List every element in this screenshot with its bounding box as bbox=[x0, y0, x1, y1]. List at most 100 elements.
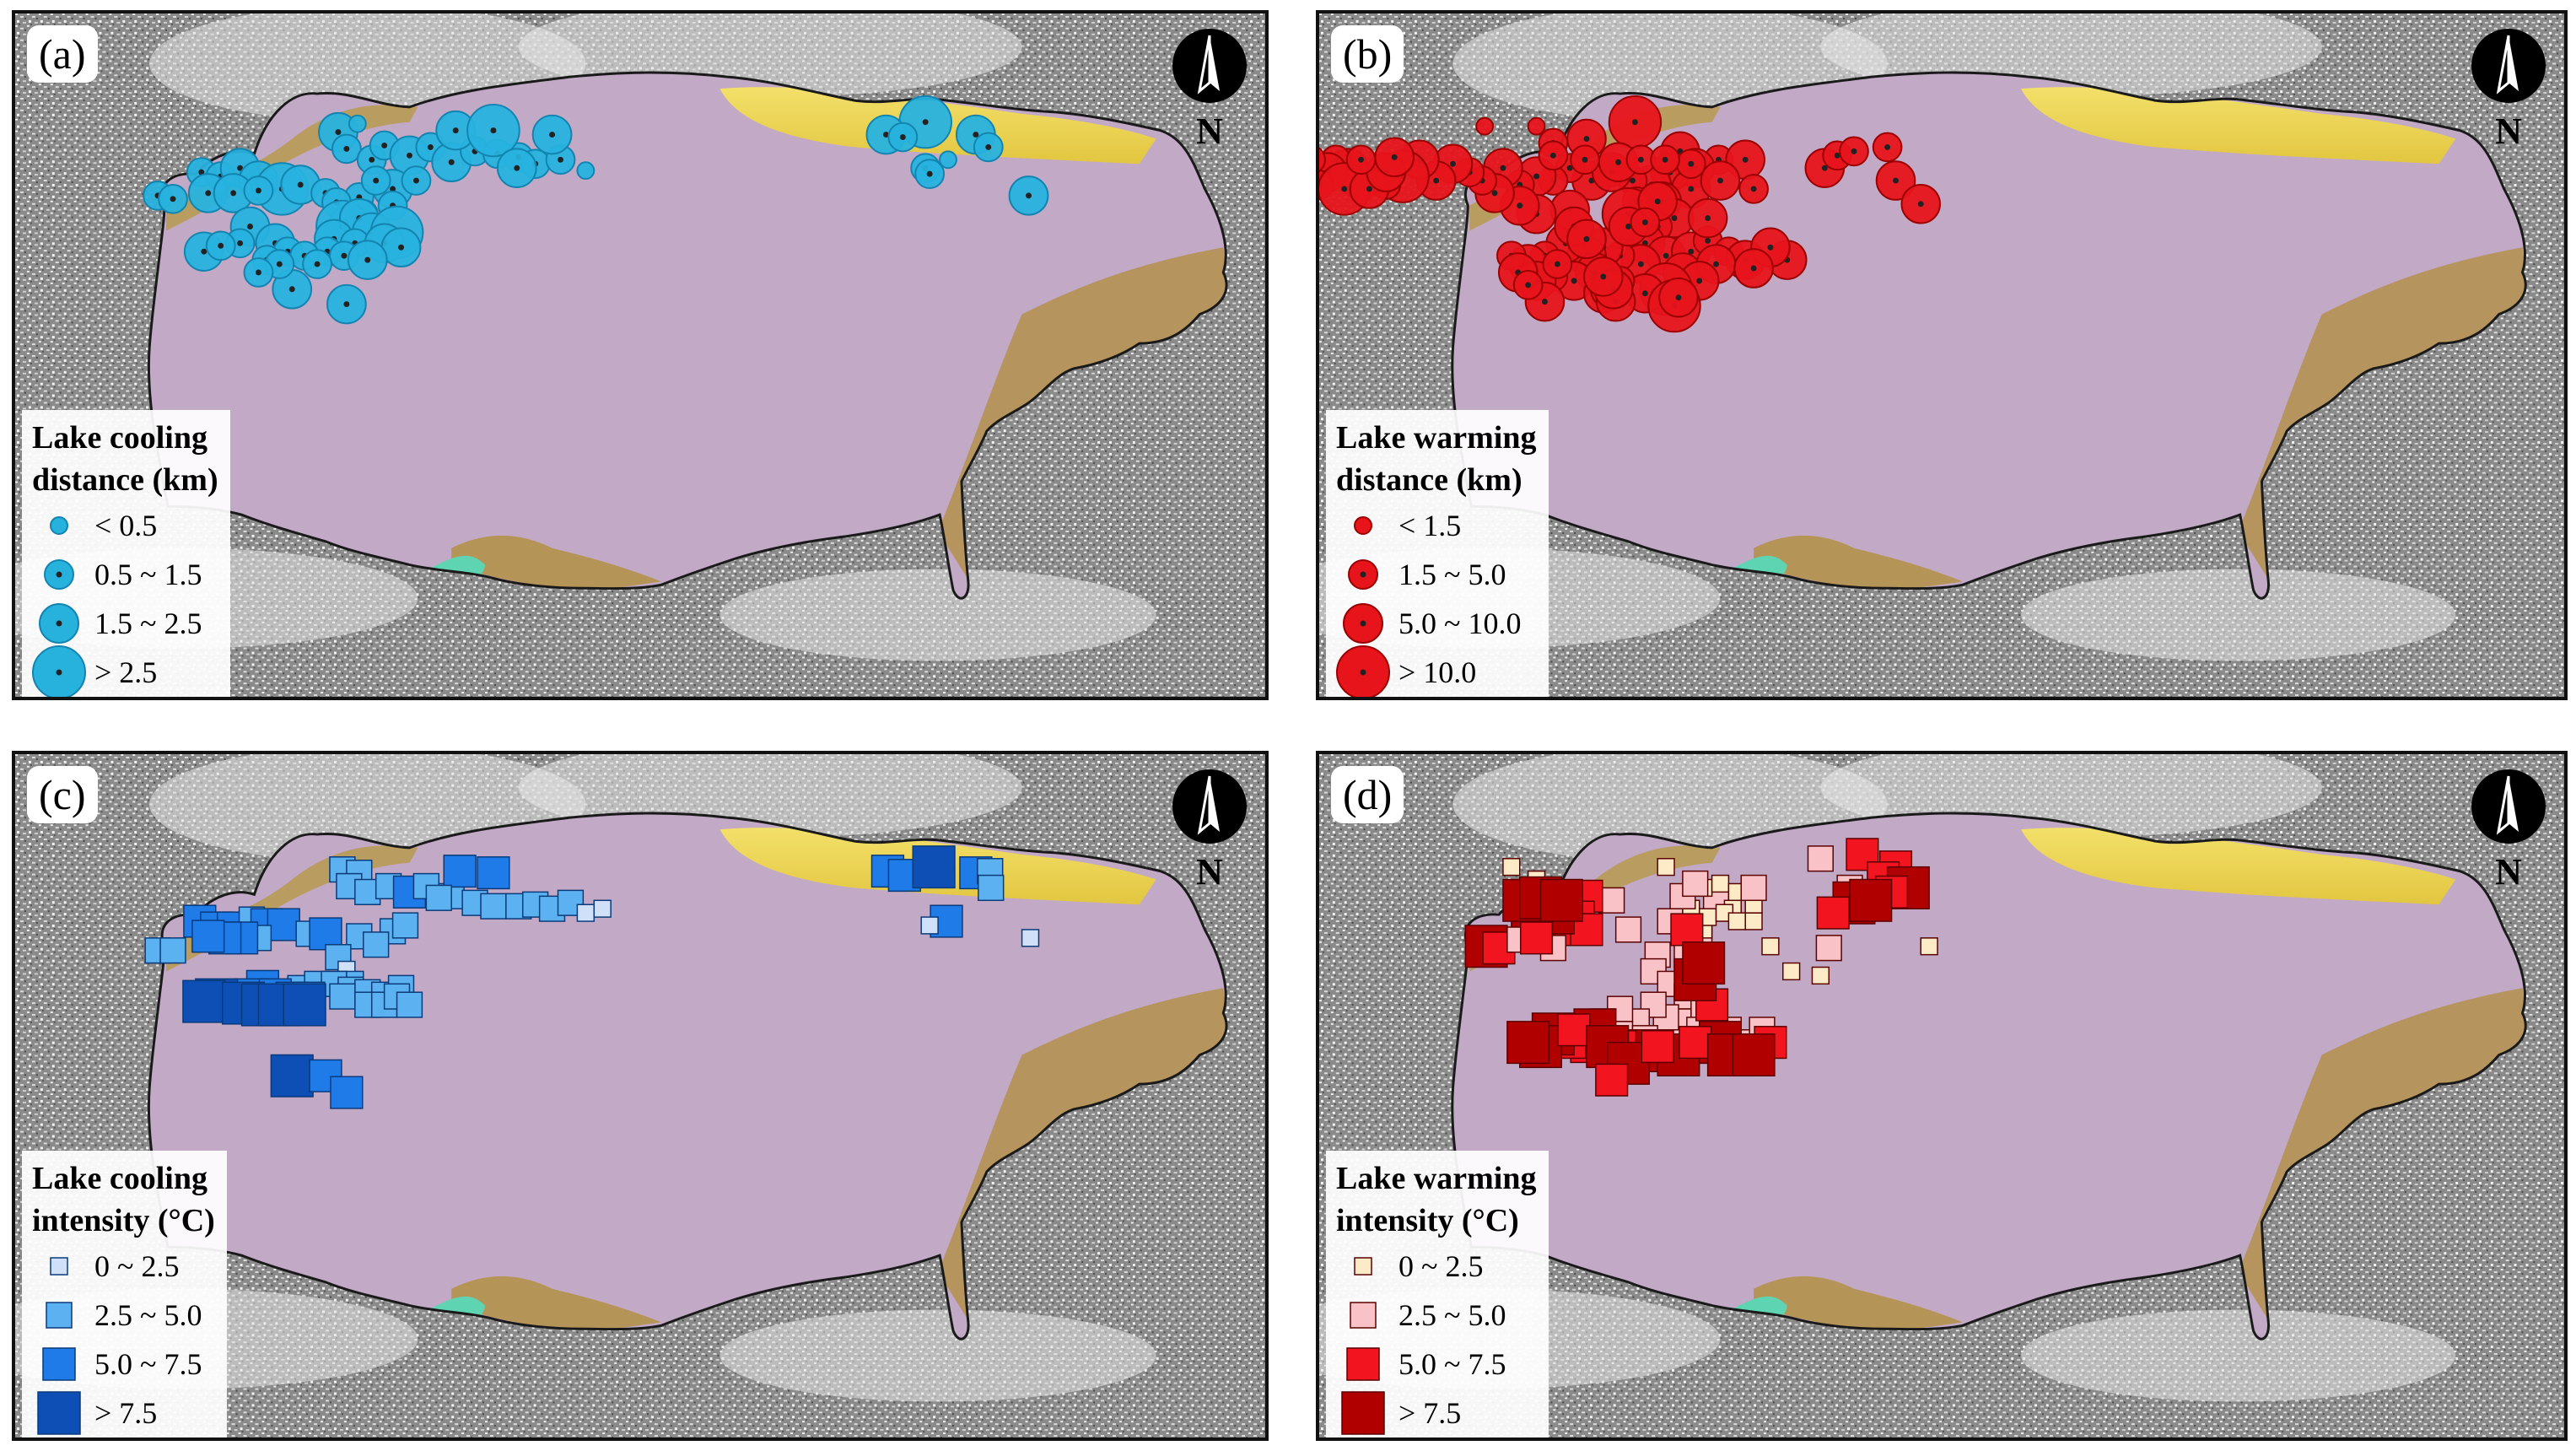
lake-center-dot bbox=[343, 145, 350, 152]
plateau-boundary bbox=[147, 812, 1228, 1340]
lake-center-dot bbox=[926, 170, 933, 177]
lake-marker bbox=[363, 931, 390, 958]
lake-center-dot bbox=[373, 177, 380, 184]
lake-marker bbox=[1670, 913, 1704, 947]
legend-item-label: 0 ~ 2.5 bbox=[1398, 1249, 1484, 1283]
lake-center-dot bbox=[343, 301, 350, 308]
lake-marker bbox=[1744, 912, 1763, 930]
north-label: N bbox=[2495, 111, 2522, 152]
square-symbol-icon bbox=[32, 1291, 86, 1340]
terrain-highlight bbox=[719, 569, 1156, 661]
southern-valley bbox=[451, 535, 661, 591]
legend-item: 5.0 ~ 10.0 bbox=[1336, 599, 1537, 648]
lake-marker bbox=[1502, 858, 1521, 877]
lake-marker bbox=[920, 916, 939, 935]
lake-center-dot bbox=[1750, 186, 1757, 192]
lake-center-dot bbox=[899, 134, 906, 141]
lake-center-dot bbox=[1688, 186, 1695, 192]
north-arrow-icon: N bbox=[2468, 766, 2549, 893]
lake-center-dot bbox=[1583, 136, 1590, 142]
legend-item-label: 0 ~ 2.5 bbox=[94, 1249, 180, 1283]
lake-marker bbox=[1614, 916, 1642, 943]
lake-center-dot bbox=[1630, 177, 1636, 184]
lake-center-dot bbox=[1767, 244, 1774, 251]
square-symbol-icon bbox=[1336, 1389, 1390, 1438]
lake-marker bbox=[1732, 1033, 1776, 1076]
lake-center-dot bbox=[1566, 165, 1573, 171]
western-ridge bbox=[1469, 845, 1721, 972]
lake-marker bbox=[593, 899, 612, 918]
legend-item-label: > 2.5 bbox=[94, 655, 158, 689]
lake-center-dot bbox=[1615, 159, 1622, 165]
lake-center-dot bbox=[1705, 215, 1711, 222]
lake-center-dot bbox=[1834, 152, 1840, 159]
lake-center-dot bbox=[412, 177, 419, 184]
legend-item: 1.5 ~ 2.5 bbox=[32, 599, 218, 648]
lake-center-dot bbox=[237, 240, 244, 246]
lake-marker bbox=[1816, 896, 1850, 930]
lake-marker bbox=[1811, 966, 1830, 985]
north-arrow-graphic: N bbox=[2471, 29, 2546, 152]
lake-marker bbox=[1679, 1026, 1712, 1060]
lake-center-dot bbox=[1391, 154, 1398, 160]
lake-marker bbox=[576, 161, 595, 181]
legend-item-label: 5.0 ~ 7.5 bbox=[1398, 1347, 1506, 1381]
basemap bbox=[1319, 754, 2564, 1438]
circle-symbol-icon bbox=[32, 550, 86, 599]
circle-symbol-icon bbox=[32, 501, 86, 550]
lake-center-dot bbox=[1625, 224, 1631, 229]
lake-marker bbox=[1761, 937, 1780, 956]
lake-marker bbox=[1595, 1063, 1629, 1097]
map-legend: Lake cooling intensity (°C) 0 ~ 2.5 2.5 ~… bbox=[22, 1151, 227, 1438]
lake-marker bbox=[425, 884, 452, 911]
lake-center-dot bbox=[369, 156, 375, 163]
lake-center-dot bbox=[1533, 173, 1540, 180]
lake-marker bbox=[1527, 116, 1546, 136]
western-ridge bbox=[1469, 105, 1721, 231]
terrain-highlight bbox=[2021, 569, 2456, 661]
circle-symbol-icon bbox=[32, 645, 86, 697]
lake-center-dot bbox=[218, 242, 224, 249]
lake-center-dot bbox=[201, 248, 207, 255]
lake-marker bbox=[912, 845, 956, 889]
legend-item-label: 1.5 ~ 5.0 bbox=[1398, 558, 1506, 591]
lake-center-dot bbox=[1026, 192, 1032, 199]
north-arrow-icon: N bbox=[1169, 25, 1250, 152]
lake-center-dot bbox=[406, 152, 412, 159]
lake-center-dot bbox=[1662, 156, 1668, 163]
legend-item: > 7.5 bbox=[1336, 1389, 1537, 1438]
north-arrow-graphic: N bbox=[2471, 769, 2546, 893]
legend-item-label: 2.5 ~ 5.0 bbox=[94, 1298, 202, 1332]
panel-d: (d) N Lake warming intensity (°C) 0 ~ 2.… bbox=[1316, 751, 2568, 1441]
lake-center-dot bbox=[1663, 252, 1669, 259]
legend-title-line1: Lake cooling bbox=[32, 1161, 207, 1196]
lake-center-dot bbox=[1917, 201, 1924, 208]
terrain-highlight bbox=[2021, 1309, 2456, 1402]
lake-center-dot bbox=[1742, 156, 1749, 163]
lake-center-dot bbox=[390, 186, 396, 192]
legend-item: 5.0 ~ 7.5 bbox=[32, 1340, 215, 1389]
lake-center-dot bbox=[1631, 119, 1638, 126]
lake-center-dot bbox=[1821, 165, 1828, 171]
lake-center-dot bbox=[1671, 215, 1678, 222]
lake-center-dot bbox=[922, 119, 929, 126]
lake-center-dot bbox=[205, 190, 212, 197]
legend-title-line2: distance (km) bbox=[1336, 462, 1522, 498]
qaidam-basin bbox=[2021, 828, 2456, 905]
lake-center-dot bbox=[247, 224, 253, 229]
lake-marker bbox=[1598, 887, 1625, 914]
legend-item-label: > 7.5 bbox=[1398, 1396, 1462, 1430]
lake-marker bbox=[978, 874, 1005, 902]
lake-center-dot bbox=[490, 127, 497, 134]
lake-center-dot bbox=[276, 261, 283, 267]
lake-marker bbox=[1849, 878, 1893, 922]
lake-center-dot bbox=[237, 165, 244, 171]
lake-marker bbox=[348, 114, 367, 133]
legend-item: < 1.5 bbox=[1336, 501, 1537, 550]
lake-center-dot bbox=[985, 143, 992, 150]
lake-center-dot bbox=[364, 256, 371, 263]
lake-marker bbox=[159, 937, 186, 964]
north-arrow-graphic: N bbox=[1172, 769, 1247, 893]
legend-item-label: < 0.5 bbox=[94, 509, 158, 542]
lake-center-dot bbox=[1525, 282, 1532, 289]
